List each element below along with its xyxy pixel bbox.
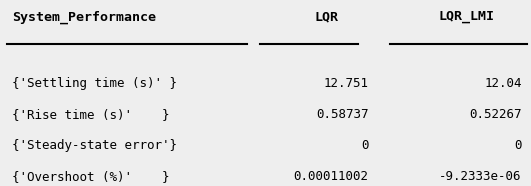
Text: 0.52267: 0.52267 — [469, 108, 521, 121]
Text: -9.2333e-06: -9.2333e-06 — [439, 170, 521, 183]
Text: 0.58737: 0.58737 — [316, 108, 369, 121]
Text: LQR: LQR — [314, 10, 338, 23]
Text: {'Rise time (s)'    }: {'Rise time (s)' } — [12, 108, 169, 121]
Text: 0: 0 — [361, 139, 369, 152]
Text: 12.751: 12.751 — [323, 77, 369, 90]
Text: 0: 0 — [514, 139, 521, 152]
Text: {'Steady-state error'}: {'Steady-state error'} — [12, 139, 177, 152]
Text: 12.04: 12.04 — [484, 77, 521, 90]
Text: {'Overshoot (%)'    }: {'Overshoot (%)' } — [12, 170, 169, 183]
Text: LQR_LMI: LQR_LMI — [438, 10, 494, 23]
Text: 0.00011002: 0.00011002 — [294, 170, 369, 183]
Text: System_Performance: System_Performance — [12, 10, 156, 24]
Text: {'Settling time (s)' }: {'Settling time (s)' } — [12, 77, 177, 90]
